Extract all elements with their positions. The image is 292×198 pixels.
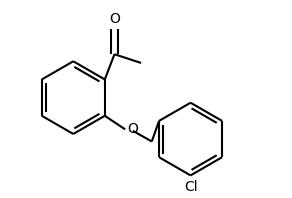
Text: O: O bbox=[109, 12, 120, 26]
Text: O: O bbox=[127, 122, 138, 136]
Text: Cl: Cl bbox=[185, 180, 198, 194]
